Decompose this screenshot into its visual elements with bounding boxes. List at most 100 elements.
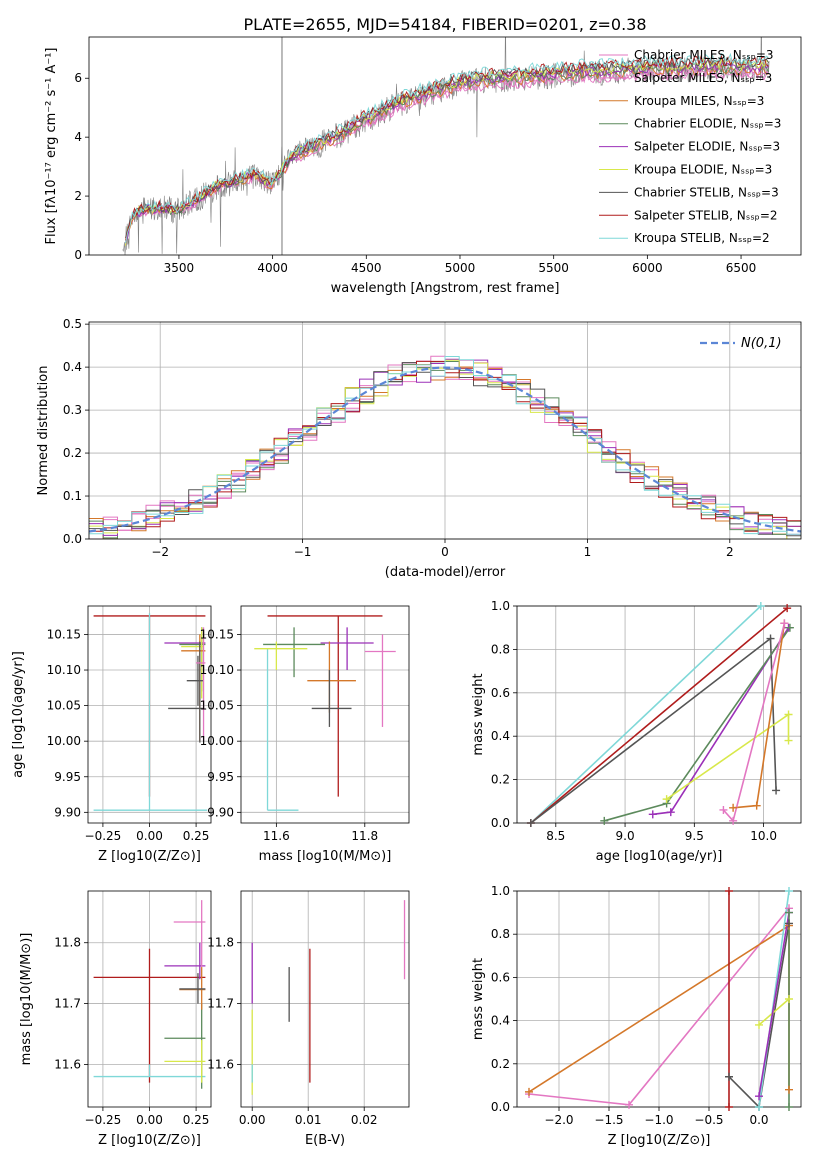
x-tick-label: −1.5 bbox=[594, 1113, 623, 1127]
series-line-salpeter_elodie bbox=[758, 912, 790, 1097]
x-tick-label: 5000 bbox=[445, 261, 476, 275]
y-tick-label: 0.2 bbox=[63, 446, 82, 460]
y-tick-label: 0 bbox=[74, 248, 82, 262]
plot-area bbox=[93, 900, 206, 1089]
y-tick-label: 0.6 bbox=[491, 970, 510, 984]
x-tick-label: 0.02 bbox=[351, 1113, 378, 1127]
marker-kroupa_elodie bbox=[784, 710, 793, 719]
x-tick-label: 6000 bbox=[632, 261, 663, 275]
y-tick-label: 0.8 bbox=[491, 927, 510, 941]
y-tick-label: 10.10 bbox=[47, 663, 81, 677]
x-tick-label: 2 bbox=[726, 545, 734, 559]
x-tick-label: −0.25 bbox=[85, 829, 122, 843]
marker-salpeter_stelib bbox=[725, 887, 733, 895]
y-tick-label: 0.4 bbox=[491, 1014, 510, 1028]
marker-kroupa_stelib bbox=[785, 887, 793, 895]
axes-frame bbox=[88, 321, 802, 540]
mass-weight-vs-age-panel: 8.5 9.0 9.5 10.0 0.0 0.2 0.4 0.6 0.8 1.0 age [log1… bbox=[471, 599, 802, 864]
y-tick-label: 10.05 bbox=[200, 699, 234, 713]
x-tick-label: 9.0 bbox=[616, 829, 635, 843]
series-line-kroupa_elodie bbox=[666, 712, 790, 800]
legend-label: N(0,1) bbox=[741, 336, 782, 351]
mass-weight-vs-metallicity-panel: −2.0 −1.5 −1.0 −0.5 0.0 0.0 0.2 0.4 0.6 0.8 1.0 Z [… bbox=[471, 884, 802, 1148]
legend-label: Chabrier MILES, Nₛₛₚ=3 bbox=[634, 48, 774, 62]
y-tick-label: 11.8 bbox=[207, 936, 234, 950]
x-tick-label: 0.00 bbox=[136, 829, 163, 843]
y-tick-label: 9.90 bbox=[54, 805, 81, 819]
marker-chabrier_miles bbox=[780, 619, 789, 628]
axes-frame bbox=[88, 36, 802, 256]
axes-frame bbox=[240, 890, 410, 1108]
y-tick-label: 4 bbox=[74, 130, 82, 144]
series-line-chabrier_stelib bbox=[728, 923, 790, 1107]
y-tick-label: 0.0 bbox=[491, 816, 510, 830]
x-tick-label: 0.00 bbox=[136, 1113, 163, 1127]
marker-chabrier_stelib bbox=[785, 919, 793, 928]
y-axis-label: age [log10(age/yr)] bbox=[11, 651, 26, 778]
plot-area bbox=[530, 606, 791, 823]
legend-label: Salpeter ELODIE, Nₛₛₚ=3 bbox=[634, 140, 780, 154]
y-axis-label: mass [log10(M/M⊙)] bbox=[19, 933, 34, 1066]
marker-chabrier_stelib bbox=[526, 819, 535, 827]
y-axis-label: mass weight bbox=[471, 673, 486, 755]
x-tick-label: 11.6 bbox=[263, 829, 290, 843]
plot-area bbox=[93, 613, 208, 811]
axes-frame bbox=[516, 605, 802, 824]
y-tick-label: 11.7 bbox=[207, 997, 234, 1011]
model-spectrum-salpeter_stelib bbox=[125, 53, 769, 241]
marker-kroupa_miles bbox=[525, 1087, 533, 1096]
x-tick-label: 8.5 bbox=[546, 829, 565, 843]
x-tick-label: 4000 bbox=[257, 261, 288, 275]
y-tick-label: 9.95 bbox=[207, 770, 234, 784]
mass-vs-ebv-panel: 0.00 0.01 0.02 11.6 11.7 11.8 E(B-V) bbox=[207, 890, 410, 1148]
x-axis-label: Z [log10(Z/Z⊙)] bbox=[98, 1133, 201, 1148]
series-line-kroupa_stelib bbox=[758, 891, 790, 1107]
series-line-kroupa_elodie bbox=[758, 998, 790, 1026]
mass-vs-metallicity-panel: −0.25 0.00 0.25 11.6 11.7 11.8 Z [log10(Z/Z⊙)]… bbox=[19, 890, 212, 1148]
y-tick-label: 11.6 bbox=[207, 1057, 234, 1071]
marker-kroupa_stelib bbox=[755, 1103, 763, 1111]
marker-chabrier_stelib bbox=[772, 786, 781, 795]
y-tick-label: 0.4 bbox=[491, 729, 510, 743]
marker-kroupa_miles bbox=[785, 1085, 793, 1094]
plot-area bbox=[254, 615, 396, 811]
y-tick-label: 9.95 bbox=[54, 770, 81, 784]
x-tick-label: 3500 bbox=[164, 261, 195, 275]
x-axis-label: age [log10(age/yr)] bbox=[596, 849, 723, 864]
marker-salpeter_elodie bbox=[666, 808, 675, 817]
y-axis-label: Flux [fλ10⁻¹⁷ erg cm⁻² s⁻¹ A⁻¹] bbox=[44, 48, 59, 245]
x-tick-label: 0.25 bbox=[183, 829, 210, 843]
marker-chabrier_elodie bbox=[785, 623, 794, 632]
y-tick-label: 1.0 bbox=[491, 599, 510, 613]
x-tick-label: 4500 bbox=[351, 261, 382, 275]
model-spectrum-kroupa_stelib bbox=[125, 52, 769, 244]
marker-salpeter_elodie bbox=[755, 1092, 763, 1101]
y-tick-label: 11.8 bbox=[54, 936, 81, 950]
legend-label: Kroupa STELIB, Nₛₛₚ=2 bbox=[634, 231, 770, 245]
y-tick-label: 0.8 bbox=[491, 642, 510, 656]
marker-chabrier_elodie bbox=[600, 816, 609, 825]
series-line-salpeter_elodie bbox=[652, 627, 790, 816]
histogram-kroupa_stelib bbox=[89, 356, 801, 535]
y-tick-label: 6 bbox=[74, 71, 82, 85]
x-tick-label: 11.8 bbox=[351, 829, 378, 843]
marker-kroupa_elodie bbox=[785, 995, 793, 1003]
x-axis-label: (data-model)/error bbox=[385, 565, 506, 580]
series-line-salpeter_stelib bbox=[530, 607, 788, 823]
y-tick-label: 0.2 bbox=[491, 773, 510, 787]
y-tick-label: 0.0 bbox=[63, 532, 82, 546]
marker-kroupa_elodie bbox=[662, 795, 671, 804]
x-tick-label: −1 bbox=[294, 545, 312, 559]
marker-chabrier_miles bbox=[719, 805, 728, 814]
y-tick-label: 0.6 bbox=[491, 686, 510, 700]
y-tick-label: 0.2 bbox=[491, 1057, 510, 1071]
residual-histogram-panel: −2 −1 0 1 2 0.0 0.1 0.2 0.3 0.4 0.5 (data-model)/er… bbox=[36, 317, 802, 580]
y-tick-label: 0.1 bbox=[63, 489, 82, 503]
plot-area bbox=[89, 355, 801, 539]
y-tick-label: 10.15 bbox=[200, 627, 234, 641]
x-tick-label: 5500 bbox=[538, 261, 569, 275]
marker-chabrier_elodie bbox=[785, 908, 793, 917]
marker-salpeter_elodie bbox=[648, 810, 657, 819]
x-axis-label: E(B-V) bbox=[305, 1133, 345, 1148]
